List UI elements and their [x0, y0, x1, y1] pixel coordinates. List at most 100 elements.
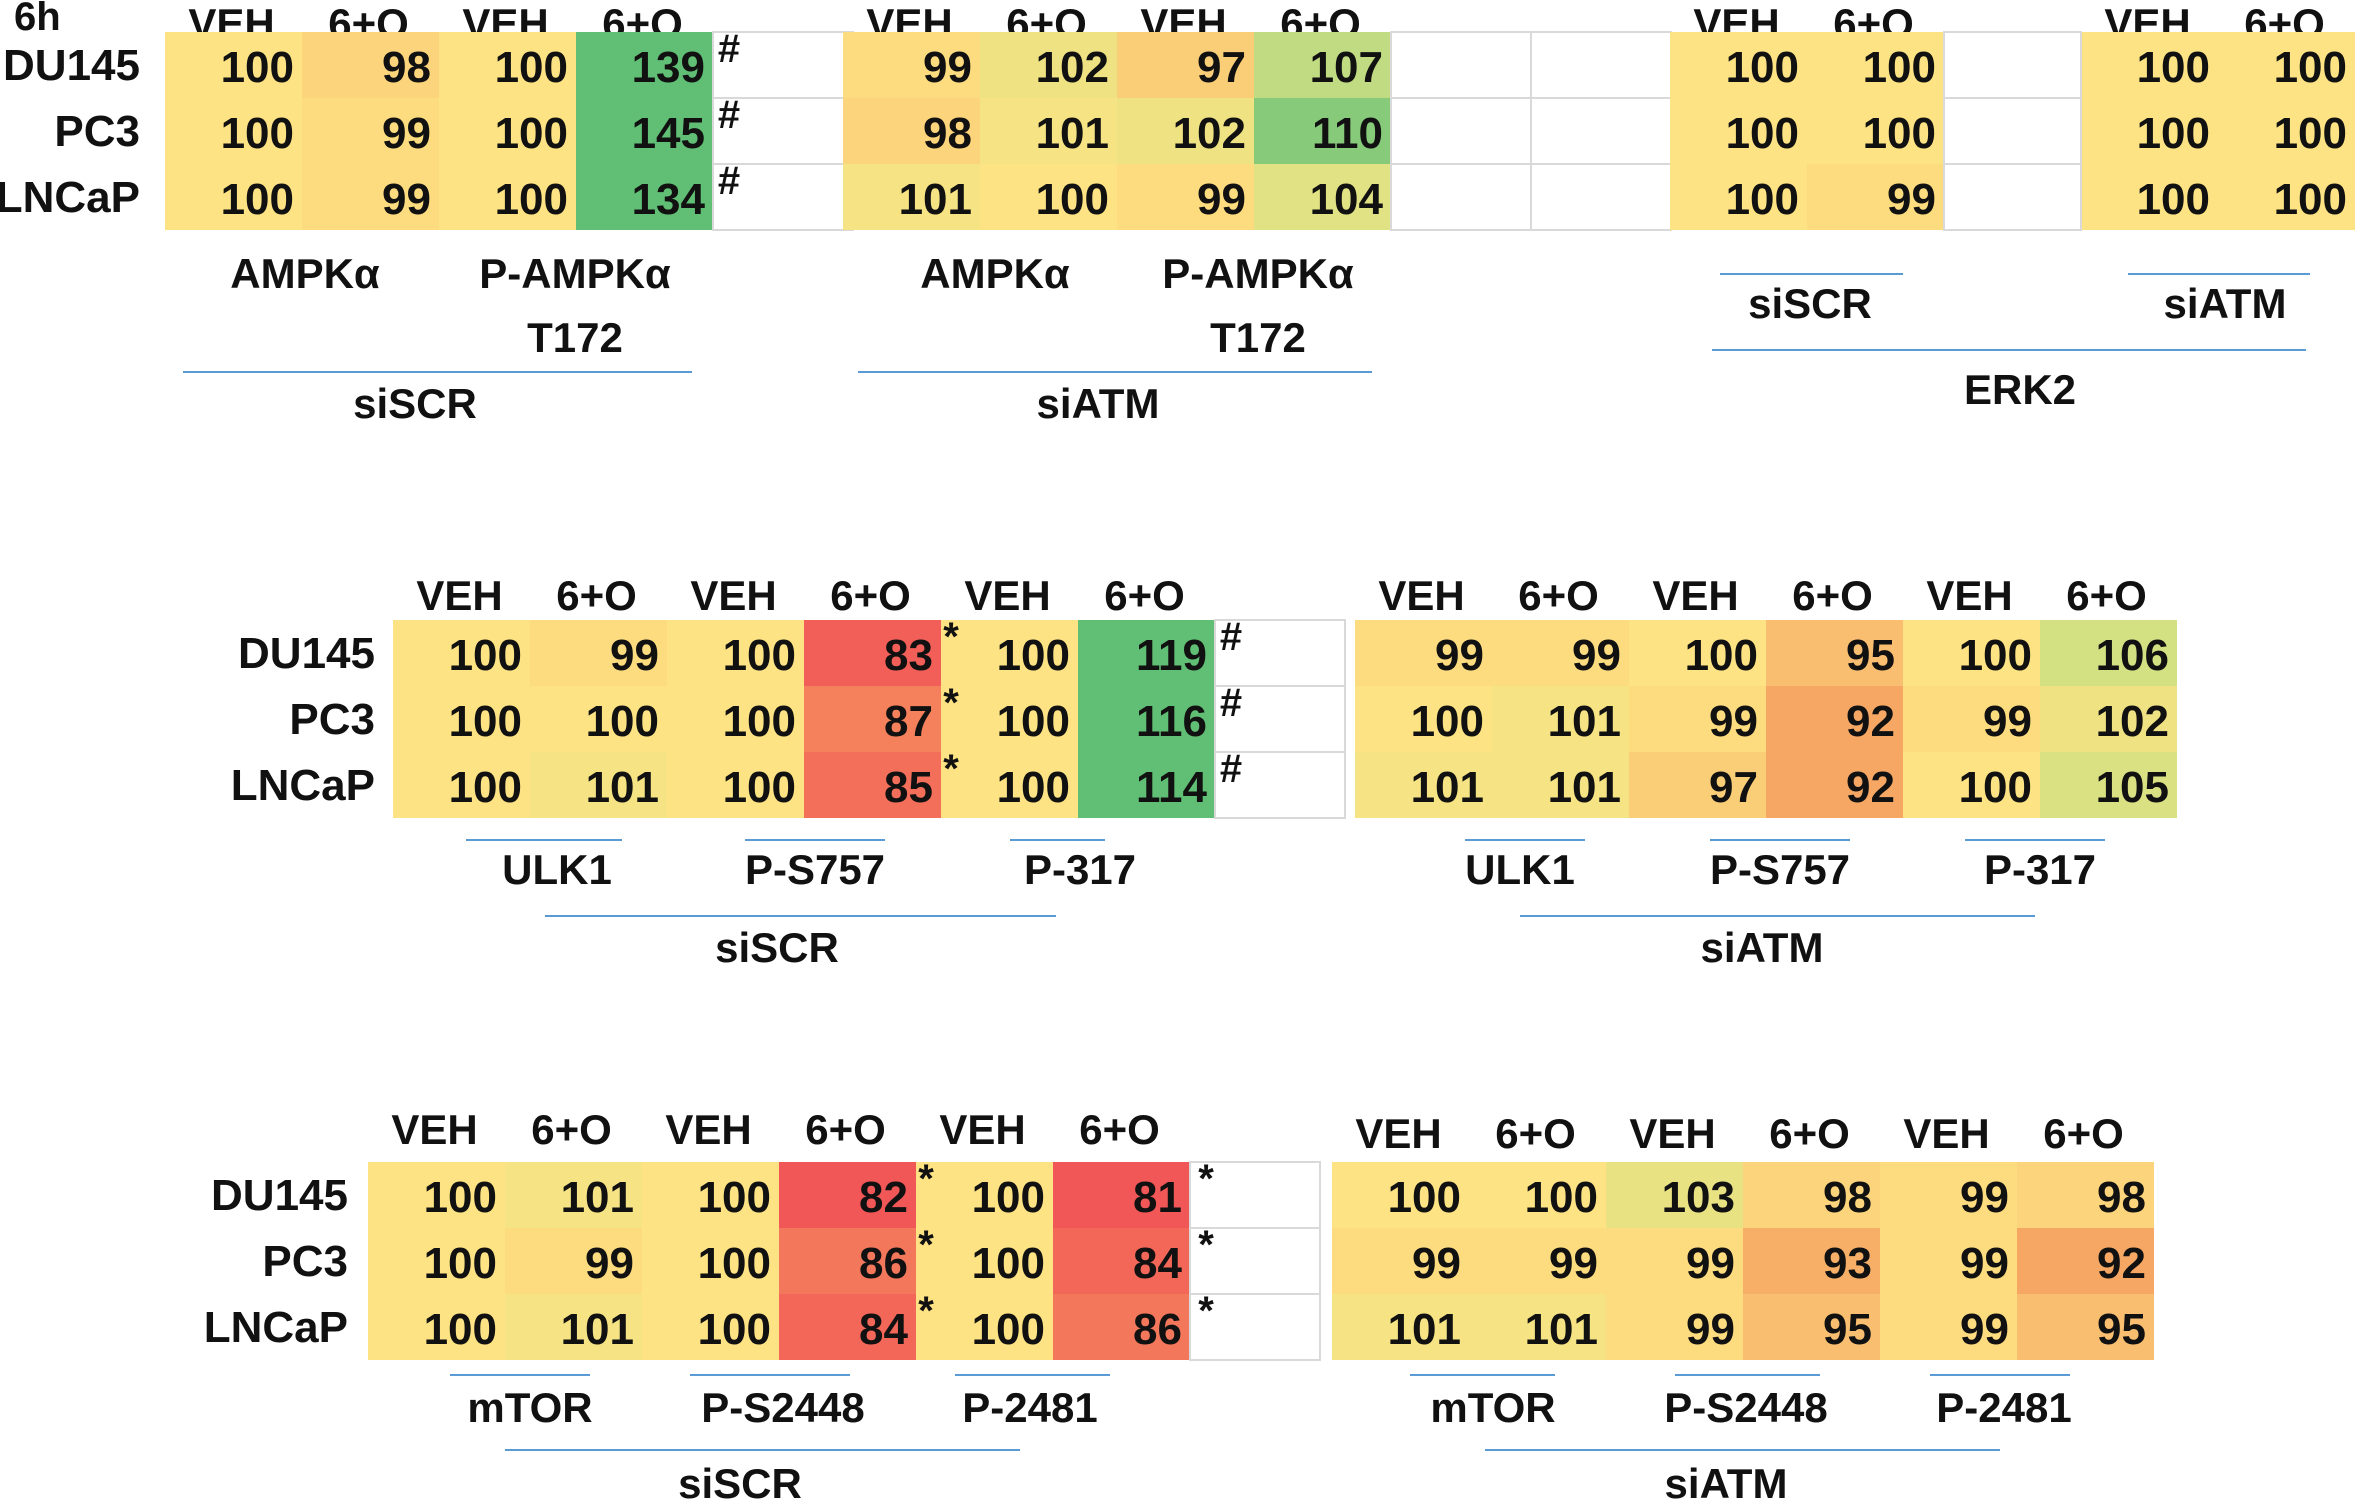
cell-value: 100 [495, 43, 568, 92]
cell-value: 116 [1136, 697, 1207, 746]
row-label-lncap: LNCaP [204, 1303, 348, 1352]
column-group-label: mTOR [1430, 1384, 1555, 1431]
column-group-label: P-AMPKα [1162, 250, 1354, 297]
heatmap-cell [2017, 1162, 2154, 1228]
cell-value: 102 [1173, 109, 1246, 158]
cell-value: 99 [585, 1239, 634, 1288]
heatmap-cell [1332, 1162, 1469, 1228]
heatmap-cell [1078, 752, 1215, 818]
column-header: 6+O [1495, 1110, 1576, 1157]
cell-value: 99 [1983, 697, 2032, 746]
cell-value: 95 [2097, 1305, 2146, 1354]
significance-mark: * [943, 615, 959, 659]
empty-cell [1943, 163, 2082, 231]
heatmap-cell [916, 1294, 1053, 1360]
column-group-label: mTOR [467, 1384, 592, 1431]
column-group-label: siSCR [1748, 280, 1872, 327]
cell-value: 100 [221, 43, 294, 92]
row-label-du145: DU145 [3, 41, 140, 90]
cell-value: 100 [424, 1239, 497, 1288]
cell-value: 100 [972, 1173, 1045, 1222]
column-header: VEH [416, 572, 502, 619]
cell-value: 100 [495, 175, 568, 224]
heatmap-cell [779, 1162, 916, 1228]
cell-value: 100 [2274, 109, 2347, 158]
heatmap-cell [530, 620, 667, 686]
heatmap-cell [1355, 620, 1492, 686]
column-header: VEH [665, 1106, 751, 1153]
cell-value: 103 [1662, 1173, 1735, 1222]
column-group-label: P-317 [1024, 846, 1136, 893]
cell-value: 100 [495, 109, 568, 158]
cell-value: 99 [1960, 1239, 2009, 1288]
cell-value: 100 [1959, 763, 2032, 812]
cell-value: 101 [1388, 1305, 1461, 1354]
cell-value: 100 [2274, 175, 2347, 224]
column-header: VEH [690, 572, 776, 619]
heatmap-cell [804, 752, 941, 818]
heatmap-cell [530, 752, 667, 818]
heatmap-cell [302, 164, 439, 230]
heatmap-cell [980, 98, 1117, 164]
heatmap-cell [1469, 1228, 1606, 1294]
heatmap-cell [1670, 32, 1807, 98]
significance-mark: # [1220, 681, 1242, 725]
heatmap-cell [302, 98, 439, 164]
heatmap-cell [576, 98, 713, 164]
cell-value: 104 [1310, 175, 1384, 224]
heatmap-cell [530, 686, 667, 752]
cell-value: 114 [1136, 763, 1208, 812]
cell-value: 100 [972, 1239, 1045, 1288]
group-label: siSCR [353, 380, 477, 427]
cell-value: 100 [2137, 43, 2210, 92]
column-header: 6+O [805, 1106, 886, 1153]
significance-mark: # [718, 159, 740, 203]
cell-value: 100 [1726, 43, 1799, 92]
heatmap-cell [1606, 1228, 1743, 1294]
cell-value: 101 [1525, 1305, 1598, 1354]
column-group-label: T172 [1210, 314, 1306, 361]
group-label: siATM [1037, 380, 1160, 427]
column-group-label: AMPKα [920, 250, 1070, 297]
cell-value: 99 [1709, 697, 1758, 746]
column-header: 6+O [2066, 572, 2147, 619]
column-header: 6+O [1104, 572, 1185, 619]
heatmap-cell [804, 686, 941, 752]
column-group-label: P-317 [1984, 846, 2096, 893]
cell-value: 95 [1846, 631, 1895, 680]
significance-mark: # [718, 27, 740, 71]
heatmap-cell [439, 164, 576, 230]
heatmap-cell [439, 98, 576, 164]
heatmap-cell [779, 1228, 916, 1294]
cell-value: 92 [1846, 697, 1895, 746]
heatmap-cell [916, 1228, 1053, 1294]
heatmap-cell [1053, 1162, 1190, 1228]
cell-value: 99 [923, 43, 972, 92]
heatmap-cell [393, 686, 530, 752]
heatmap-cell [505, 1294, 642, 1360]
heatmap-cell [1078, 686, 1215, 752]
heatmap-cell [1254, 164, 1391, 230]
cell-value: 99 [1197, 175, 1246, 224]
cell-value: 92 [2097, 1239, 2146, 1288]
column-header: 6+O [2043, 1110, 2124, 1157]
heatmap-cell [1117, 164, 1254, 230]
significance-mark: # [1220, 747, 1242, 791]
empty-cell [1530, 97, 1672, 165]
cell-value: 100 [2137, 109, 2210, 158]
group-label: siSCR [678, 1460, 802, 1502]
column-header: 6+O [556, 572, 637, 619]
heatmap-cell [667, 620, 804, 686]
row-label-lncap: LNCaP [231, 761, 375, 810]
cell-value: 100 [698, 1239, 771, 1288]
cell-value: 82 [859, 1173, 908, 1222]
group-label: siATM [1665, 1460, 1788, 1502]
heatmap-cell [2081, 98, 2218, 164]
empty-cell [1189, 1293, 1321, 1361]
column-header: VEH [939, 1106, 1025, 1153]
cell-value: 84 [1133, 1239, 1182, 1288]
column-group-label: P-2481 [1936, 1384, 2071, 1431]
cell-value: 100 [1685, 631, 1758, 680]
heatmap-cell [1743, 1228, 1880, 1294]
cell-value: 99 [382, 109, 431, 158]
